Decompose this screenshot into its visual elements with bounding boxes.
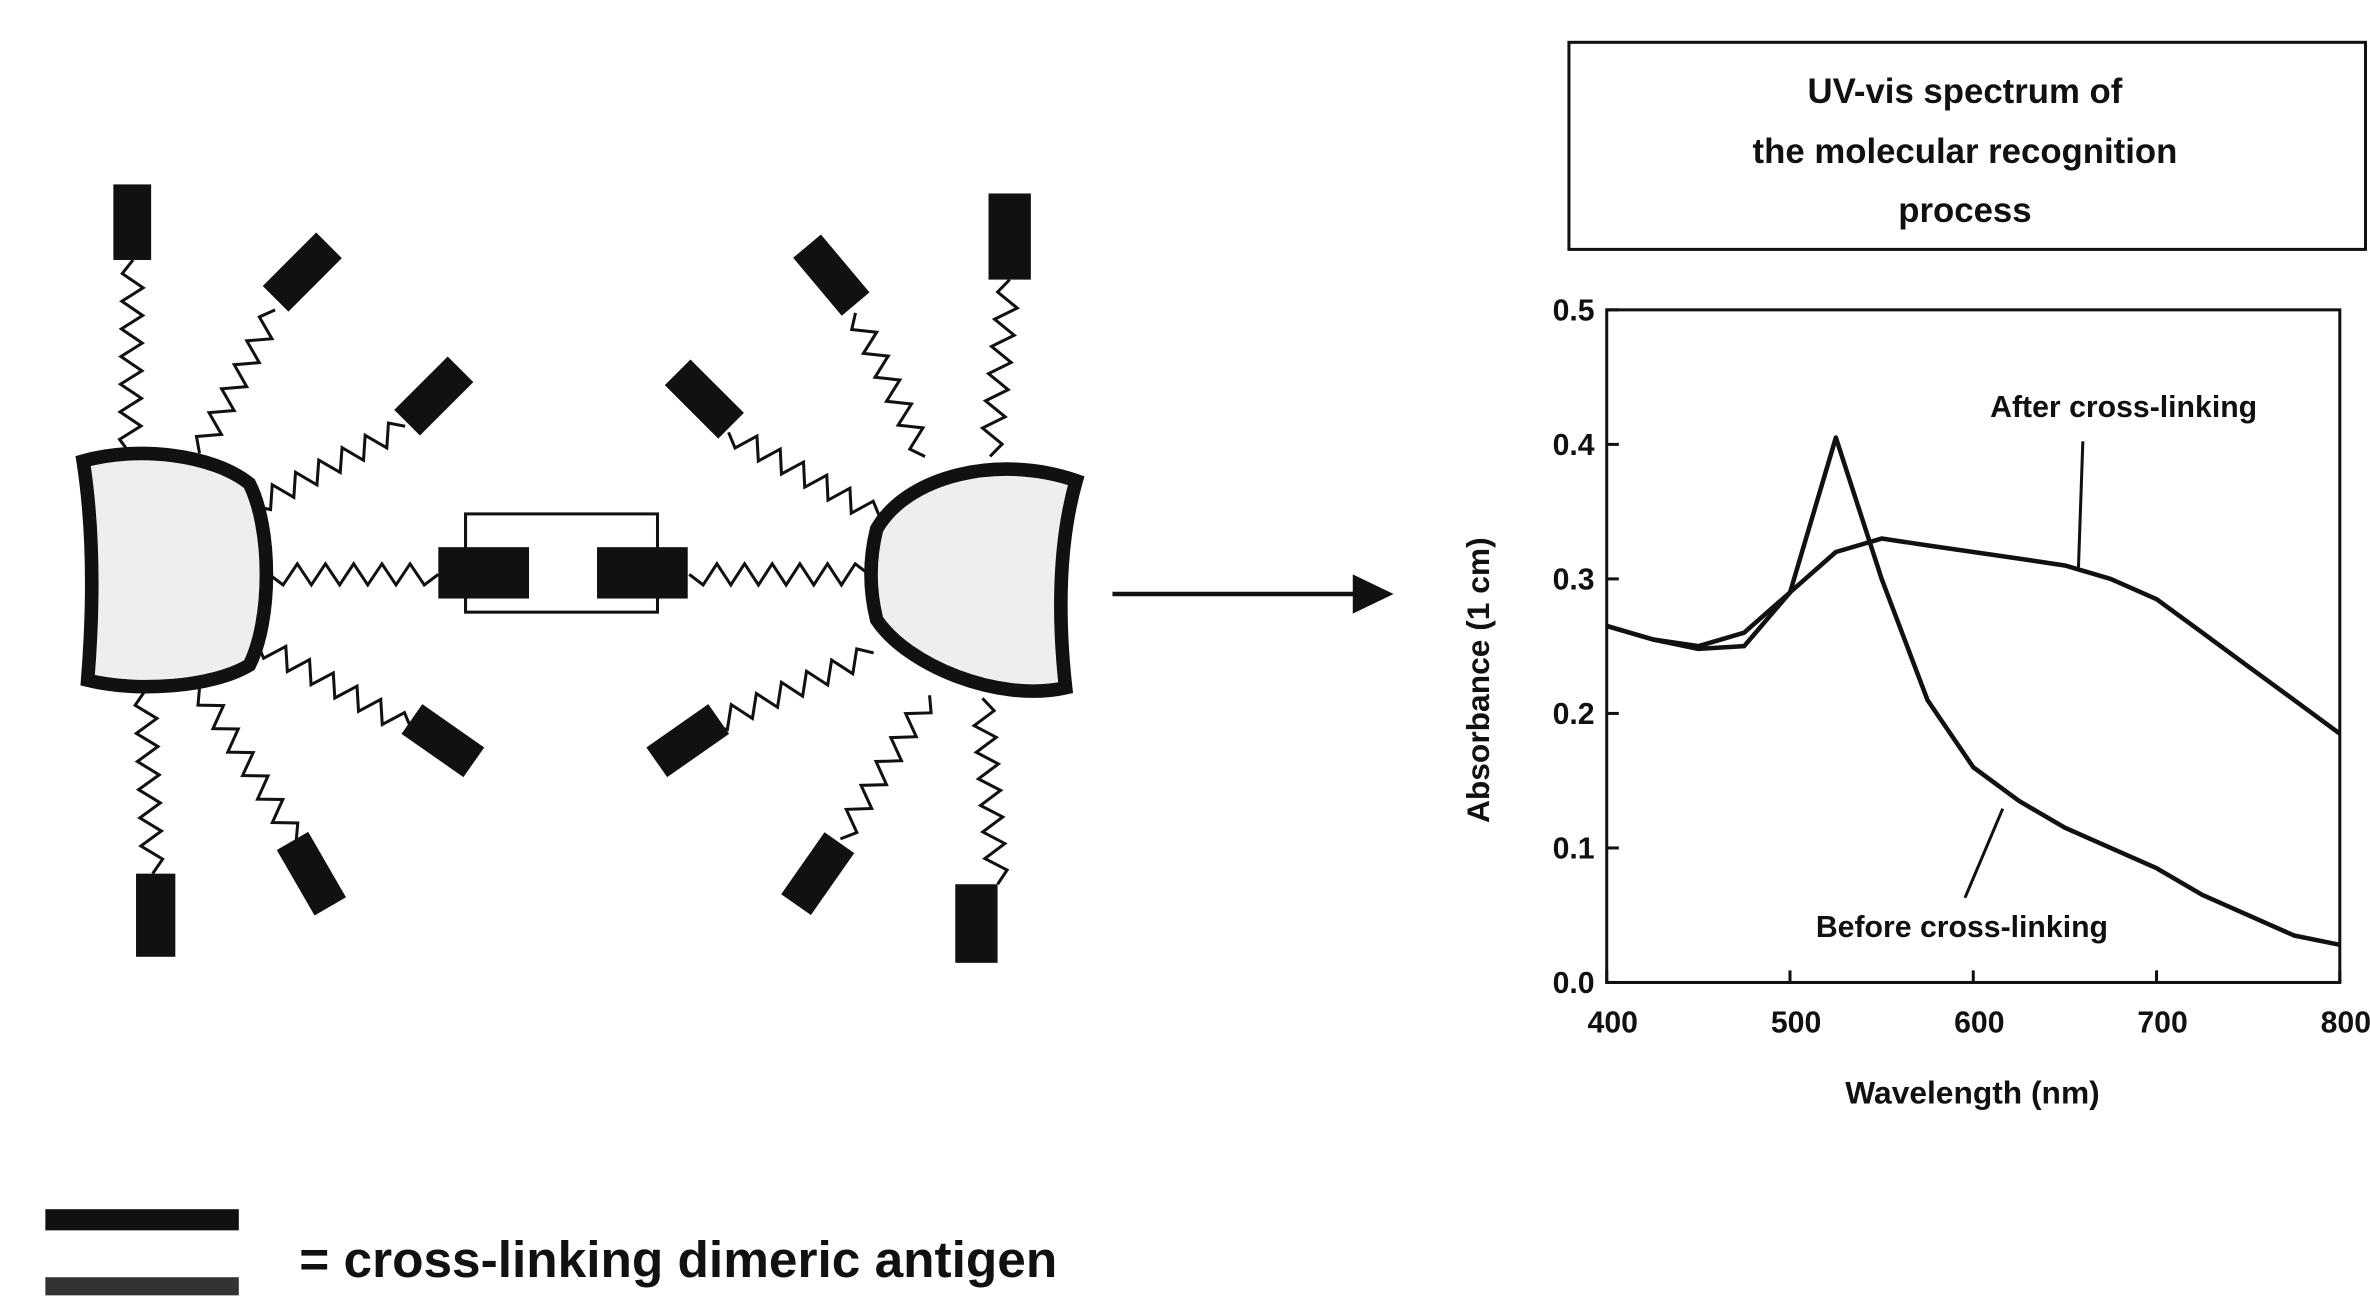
linker (120, 260, 144, 453)
gold-particle (871, 469, 1076, 691)
linker (135, 691, 163, 874)
series-annotation: Before cross-linking (1816, 911, 2108, 944)
antibody (394, 356, 473, 435)
figure-content: = cross-linking dimeric antigen UV-vis s… (45, 42, 2370, 1295)
y-tick-label: 0.2 (1553, 698, 1595, 731)
y-tick-label: 0.4 (1553, 429, 1595, 462)
antibody (438, 547, 529, 598)
antibody (113, 184, 151, 260)
linker (710, 649, 873, 730)
x-axis-label: Wavelength (nm) (1845, 1074, 2099, 1110)
antibody (597, 547, 688, 598)
chart-title: process (1898, 192, 2031, 230)
y-axis-label: Absorbance (1 cm) (1460, 537, 1496, 823)
linker (269, 564, 438, 585)
antibody (646, 704, 729, 777)
antibody (136, 874, 175, 957)
legend-icon (45, 1209, 238, 1230)
legend-text: = cross-linking dimeric antigen (299, 1230, 1057, 1288)
y-tick-label: 0.0 (1553, 967, 1595, 1000)
x-tick-label: 800 (2321, 1006, 2370, 1039)
x-tick-label: 500 (1771, 1006, 1821, 1039)
arrow-head (1353, 574, 1394, 613)
linker (974, 698, 1007, 884)
linker (729, 432, 880, 517)
antibody (781, 832, 854, 915)
linker (254, 423, 405, 509)
linker (852, 313, 925, 457)
nanoparticle-diagram (83, 184, 1393, 962)
antibody (665, 359, 744, 438)
y-tick-label: 0.3 (1553, 563, 1595, 596)
antibody (402, 704, 485, 777)
linker (840, 695, 931, 839)
annotation-pointer (2078, 441, 2083, 571)
gold-particle (83, 453, 266, 686)
linker (257, 642, 411, 728)
antibody (277, 832, 346, 916)
x-tick-label: 400 (1588, 1006, 1638, 1039)
series-annotation: After cross-linking (1990, 391, 2257, 424)
linker (689, 564, 869, 585)
linker (196, 310, 275, 454)
antibody (263, 233, 342, 312)
x-tick-label: 700 (2137, 1006, 2187, 1039)
annotation-pointer (1965, 809, 2003, 898)
antibody (793, 234, 869, 315)
series-line (1607, 438, 2340, 945)
series-line (1607, 539, 2340, 734)
spectrum-chart: UV-vis spectrum of the molecular recogni… (1460, 42, 2370, 1110)
x-tick-label: 600 (1954, 1006, 2004, 1039)
linker (982, 280, 1017, 457)
page: {"chart_data": {"type": "line", "title":… (0, 0, 2370, 1296)
chart-title: UV-vis spectrum of (1808, 73, 2123, 111)
legend-icon (45, 1277, 238, 1295)
chart-title: the molecular recognition (1753, 133, 2178, 171)
y-tick-label: 0.1 (1553, 833, 1595, 866)
y-tick-label: 0.5 (1553, 294, 1595, 327)
antibody (989, 193, 1031, 279)
antibody (955, 884, 997, 963)
figure: = cross-linking dimeric antigen UV-vis s… (0, 0, 2370, 1296)
linker (198, 688, 298, 841)
